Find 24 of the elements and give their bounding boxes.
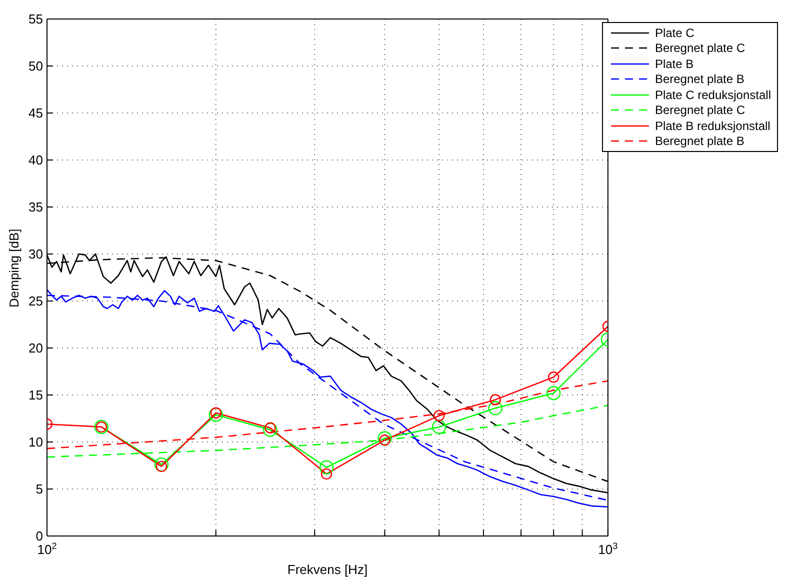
x-tick-label: 10$^{2}$ <box>37 541 57 557</box>
legend-label: Plate B <box>654 56 694 71</box>
y-tick-label: 55 <box>28 12 43 27</box>
legend-label: Beregnet plate B <box>654 72 744 86</box>
legend-label: Beregnet plate C <box>654 103 745 118</box>
y-tick-label: 40 <box>28 152 43 168</box>
y-tick-label: 45 <box>28 106 43 121</box>
legend-label: Plate C <box>654 26 694 40</box>
legend-label: Plate B reduksjonstall <box>654 118 770 133</box>
y-tick-label: 0 <box>36 528 43 544</box>
y-tick-label: 10 <box>28 434 43 450</box>
y-axis-title: Demping [dB] <box>6 228 22 308</box>
y-tick-label: 35 <box>28 200 43 215</box>
y-tick-label: 5 <box>36 482 43 497</box>
legend-label: Beregnet plate C <box>654 41 745 56</box>
y-tick-label: 20 <box>28 340 43 356</box>
y-tick-label: 15 <box>28 388 43 403</box>
y-tick-label: 25 <box>28 294 43 309</box>
legend-label: Plate C reduksjonstall <box>654 88 771 102</box>
legend-label: Beregnet plate B <box>654 134 744 148</box>
x-tick-label: 10$^{3}$ <box>598 541 618 557</box>
x-axis-title: Frekvens [Hz] <box>287 562 368 577</box>
y-tick-label: 50 <box>28 58 43 74</box>
y-tick-label: 30 <box>28 246 43 262</box>
